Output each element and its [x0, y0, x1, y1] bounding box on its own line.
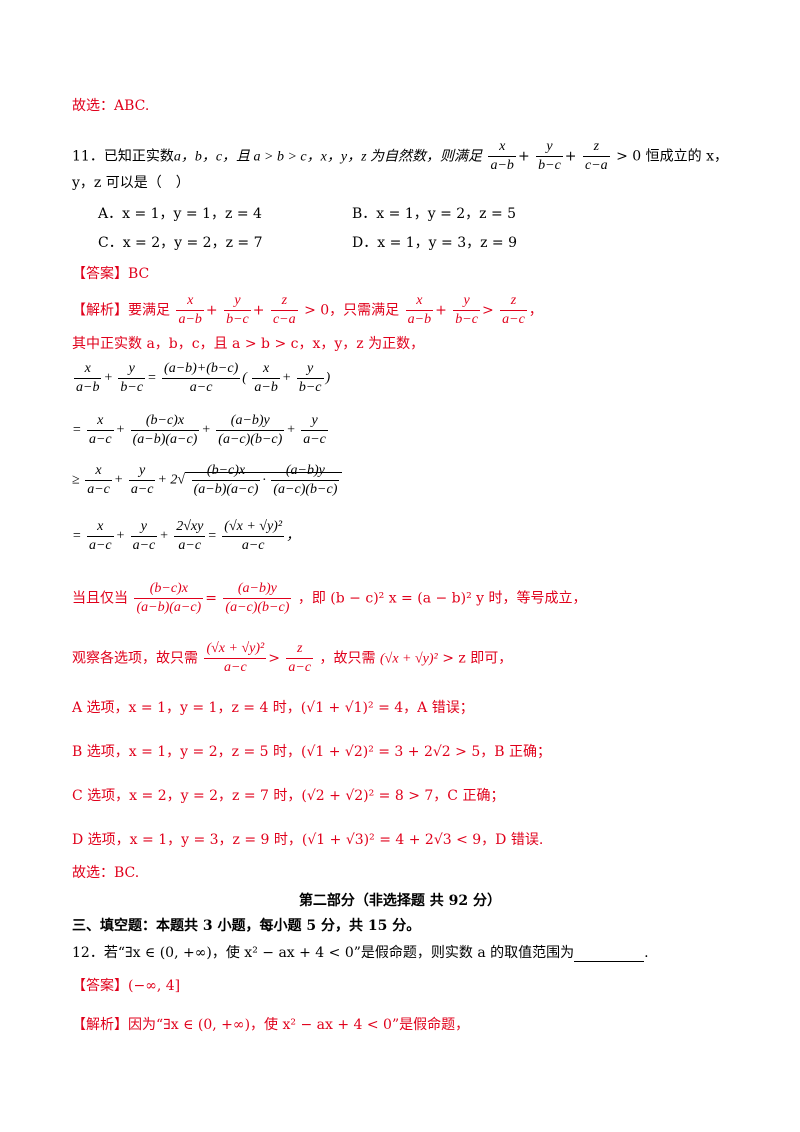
- case-d: D 选项，x = 1，y = 3，z = 9 时，(√1 + √3)² = 4 …: [72, 832, 544, 848]
- option-d: D．x = 1，y = 3，z = 9: [352, 235, 518, 251]
- obs-mid: ，故只需: [319, 650, 376, 667]
- analysis-12: 【解析】因为“∃x ∈ (0, +∞)，使 x² − ax + 4 < 0”是假…: [72, 1017, 470, 1033]
- part-2-heading: 第二部分（非选择题 共 92 分）: [298, 893, 502, 909]
- question-12-stem: 12．若“∃x ∈ (0, +∞)，使 x² − ax + 4 < 0”是假命题…: [72, 945, 649, 962]
- equality-suffix: ，即 (b − c)² x = (a − b)² y 时，等号成立，: [297, 590, 587, 607]
- option-c: C．x = 2，y = 2，z = 7: [98, 235, 263, 251]
- case-b: B 选项，x = 1，y = 2，z = 5 时，(√1 + √2)² = 3 …: [72, 744, 551, 760]
- option-b: B．x = 1，y = 2，z = 5: [352, 206, 517, 222]
- observation-line: 观察各选项，故只需 (√x + √y)² a−c > z a−c ，故只需 (√x +…: [72, 641, 513, 675]
- option-a: A．x = 1，y = 1，z = 4: [98, 206, 262, 222]
- section-3-heading: 三、填空题：本题共 3 小题，每小题 5 分，共 15 分。: [72, 918, 421, 934]
- case-a: A 选项，x = 1，y = 1，z = 4 时，(√1 + √1)² = 4，…: [72, 700, 474, 716]
- derivation-line-3: ≥ x a−c + y a−c + 2√ (b−c)x (a−b)(a−c) · (a−b)…: [72, 462, 343, 499]
- derivation-line-2: = x a−c + (b−c)x (a−b)(a−c) + (a−b)y (a−c)(b−…: [72, 413, 328, 447]
- q12-text: 12．若“∃x ∈ (0, +∞)，使 x² − ax + 4 < 0”是假命题…: [72, 945, 575, 961]
- analysis-prefix: 【解析】要满足: [72, 302, 170, 319]
- selection-abc: 故选：ABC.: [72, 98, 150, 114]
- answer-blank: [574, 947, 645, 962]
- frac-y-bc-3: y b−c: [453, 293, 480, 327]
- analysis-mid: > 0，只需满足: [304, 302, 400, 319]
- equality-condition: 当且仅当 (b−c)x (a−b)(a−c) = (a−b)y (a−c)(b−c) …: [72, 581, 587, 615]
- frac-x-ab-3: x a−b: [405, 293, 434, 327]
- frac-x-ab-2: x a−b: [176, 293, 204, 327]
- answer-12: 【答案】(−∞, 4]: [72, 978, 181, 994]
- analysis-line-1: 【解析】要满足 x a−b + y b−c + z c−a > 0，只需满足 x a−b + …: [72, 293, 543, 327]
- q11-cond-text: > 0 恒成立的 x，: [616, 148, 728, 165]
- analysis-line-2: 其中正实数 a，b，c，且 a > b > c，x，y，z 为正数，: [72, 336, 425, 352]
- derivation-line-1: x a−b + y b−c = (a−b)+(b−c) a−c( x a−b + y b−c): [74, 361, 331, 395]
- q11-stem-2: y，z 可以是（ ）: [72, 175, 190, 191]
- frac-z-ca-2: z c−a: [270, 293, 298, 327]
- answer-11: 【答案】BC: [72, 266, 150, 282]
- selection-bc: 故选：BC.: [72, 865, 140, 881]
- obs-prefix: 观察各选项，故只需: [72, 650, 198, 667]
- case-c: C 选项，x = 2，y = 2，z = 7 时，(√2 + √2)² = 8 …: [72, 788, 505, 804]
- q11-prefix: 11．已知正实数: [72, 148, 174, 165]
- question-11-stem: 11．已知正实数a，b，c，且 a > b > c，x，y，z 为自然数，则满足…: [72, 139, 728, 173]
- obs-suffix: > z 即可，: [442, 650, 513, 667]
- derivation-line-4: = x a−c + y a−c + 2√xy a−c = (√x + √y)² a−c，: [72, 519, 301, 553]
- frac-x-ab: x a−b: [488, 139, 516, 173]
- q11-conditions: a，b，c，且 a > b > c，x，y，z 为自然数，则满足: [173, 149, 483, 165]
- frac-z-ca: z c−a: [582, 139, 610, 173]
- frac-y-bc-2: y b−c: [224, 293, 251, 327]
- frac-z-ac: z a−c: [500, 293, 527, 327]
- equality-prefix: 当且仅当: [72, 590, 128, 607]
- frac-y-bc: y b−c: [536, 139, 563, 173]
